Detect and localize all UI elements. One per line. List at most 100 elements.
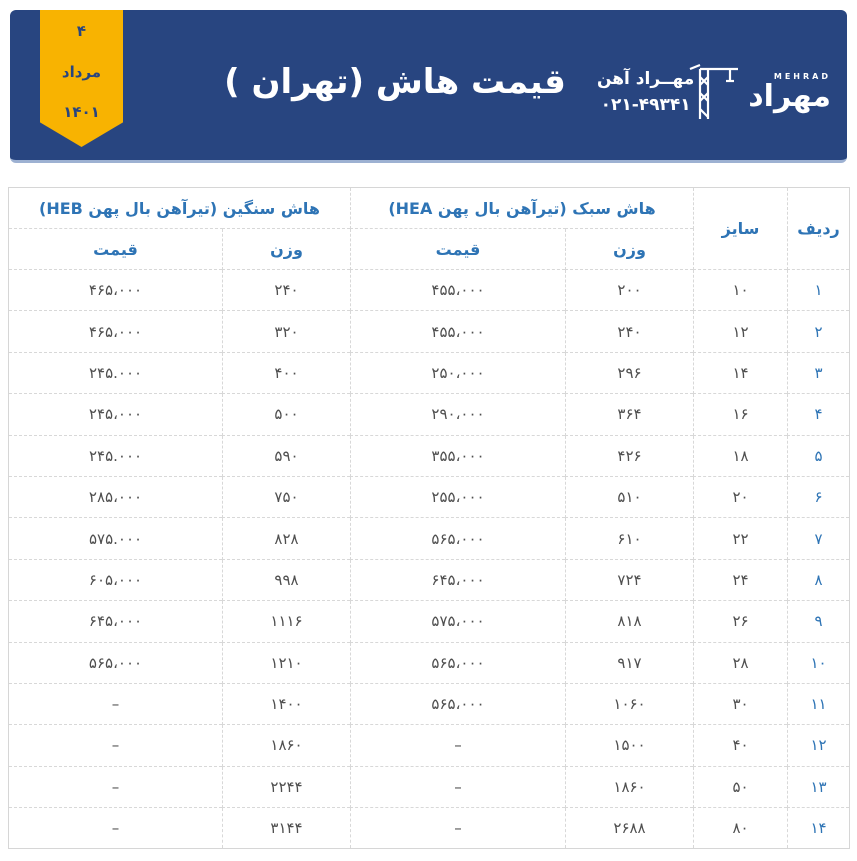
brand-name-en: MEHRAD [773, 71, 831, 81]
table-row: ۶ ۲۰ ۵۱۰ ۲۵۵،۰۰۰ ۷۵۰ ۲۸۵،۰۰۰ [7, 475, 851, 519]
cell-hea-weight: ۳۶۴ [565, 393, 695, 436]
cell-size: ۲۴ [693, 558, 789, 602]
cell-hea-weight: ۲۰۰ [565, 268, 695, 312]
col-header-radif: ردیف [787, 187, 851, 270]
price-table-body: ۱ ۱۰ ۲۰۰ ۴۵۵،۰۰۰ ۲۴۰ ۴۶۵،۰۰۰ ۲ ۱۲ ۲۴۰ ۴۵۵،۰۰۰ ۳۲۰ ۴… [7, 268, 851, 850]
cell-hea-weight: ۱۰۶۰ [565, 682, 695, 726]
cell-radif: ۸ [787, 558, 851, 602]
cell-hea-weight: ۱۸۶۰ [565, 765, 695, 809]
cell-heb-price: ۶۰۵،۰۰۰ [7, 558, 224, 602]
cell-heb-weight: ۲۴۰ [222, 268, 352, 312]
cell-heb-price: ۲۴۵،۰۰۰ [7, 393, 224, 436]
cell-heb-price: ۵۶۵،۰۰۰ [7, 641, 224, 684]
cell-hea-weight: ۹۱۷ [565, 641, 695, 684]
header-row-groups: ردیف سایز هاش سبک (تیرآهن بال پهن HEA) ه… [7, 187, 851, 270]
price-table: ردیف سایز هاش سبک (تیرآهن بال پهن HEA) ه… [7, 187, 851, 850]
cell-hea-price: ۶۴۵،۰۰۰ [350, 558, 567, 602]
cell-size: ۲۸ [693, 641, 789, 684]
cell-heb-price: ۲۴۵.۰۰۰ [7, 434, 224, 477]
table-row: ۱۳ ۵۰ ۱۸۶۰–۲۲۴۴– [7, 765, 851, 809]
cell-radif: ۷ [787, 517, 851, 560]
cell-hea-weight: ۵۱۰ [565, 475, 695, 519]
cell-heb-price: ۴۶۵،۰۰۰ [7, 268, 224, 312]
brand-text-block: مهــراد آهن ۰۲۱-۴۹۳۴۱ [597, 69, 694, 115]
table-row: ۳ ۱۴ ۲۹۶ ۲۵۰،۰۰۰ ۴۰۰ ۲۴۵.۰۰۰ [7, 351, 851, 395]
col-header-size: سایز [693, 187, 789, 270]
cell-radif: ۵ [787, 434, 851, 477]
table-row: ۸ ۲۴ ۷۲۴ ۶۴۵،۰۰۰ ۹۹۸ ۶۰۵،۰۰۰ [7, 558, 851, 602]
cell-radif: ۴ [787, 393, 851, 436]
cell-hea-price: – [350, 807, 567, 850]
cell-hea-weight: ۲۴۰ [565, 310, 695, 353]
ribbon-day: ۴ [76, 22, 87, 40]
cell-hea-weight: ۸۱۸ [565, 600, 695, 643]
cell-hea-price: – [350, 724, 567, 767]
table-row: ۱۰ ۲۸ ۹۱۷ ۵۶۵،۰۰۰ ۱۲۱۰ ۵۶۵،۰۰۰ [7, 641, 851, 684]
cell-radif: ۱۰ [787, 641, 851, 684]
cell-radif: ۶ [787, 475, 851, 519]
header-banner: ۴ مرداد ۱۴۰۱ قیمت هاش (تهران ) MEHRAD مه… [10, 10, 847, 163]
ribbon-month: مرداد [61, 62, 102, 81]
table-row: ۴ ۱۶ ۳۶۴ ۲۹۰،۰۰۰ ۵۰۰ ۲۴۵،۰۰۰ [7, 393, 851, 436]
col-header-heb-price: قیمت [7, 228, 224, 270]
table-row: ۱۴ ۸۰ ۲۶۸۸–۳۱۴۴– [7, 807, 851, 850]
cell-hea-price: – [350, 765, 567, 809]
brand-logo: MEHRAD مهراد مهــراد آهن ۰۲۱-۴۹۳۴۱ [597, 52, 831, 132]
crane-icon [689, 63, 739, 119]
cell-hea-weight: ۷۲۴ [565, 558, 695, 602]
price-table-head: ردیف سایز هاش سبک (تیرآهن بال پهن HEA) ه… [7, 187, 851, 270]
cell-size: ۸۰ [693, 807, 789, 850]
cell-hea-weight: ۱۵۰۰ [565, 724, 695, 767]
cell-hea-weight: ۶۱۰ [565, 517, 695, 560]
cell-size: ۱۲ [693, 310, 789, 353]
cell-size: ۳۰ [693, 682, 789, 726]
cell-heb-weight: ۵۰۰ [222, 393, 352, 436]
cell-radif: ۲ [787, 310, 851, 353]
cell-hea-price: ۵۶۵،۰۰۰ [350, 641, 567, 684]
table-row: ۱۱ ۳۰ ۱۰۶۰ ۵۶۵،۰۰۰ ۱۴۰۰– [7, 682, 851, 726]
col-header-heb-weight: وزن [222, 228, 352, 270]
cell-heb-weight: ۱۸۶۰ [222, 724, 352, 767]
cell-hea-price: ۵۶۵،۰۰۰ [350, 517, 567, 560]
brand-phone: ۰۲۱-۴۹۳۴۱ [600, 95, 691, 115]
cell-heb-weight: ۱۱۱۶ [222, 600, 352, 643]
cell-radif: ۱۴ [787, 807, 851, 850]
cell-heb-price: ۲۴۵.۰۰۰ [7, 351, 224, 395]
cell-radif: ۹ [787, 600, 851, 643]
cell-heb-weight: ۲۲۴۴ [222, 765, 352, 809]
ribbon-year: ۱۴۰۱ [63, 103, 100, 121]
cell-hea-price: ۲۵۰،۰۰۰ [350, 351, 567, 395]
col-header-hea-weight: وزن [565, 228, 695, 270]
cell-heb-price: – [7, 765, 224, 809]
group-header-hea: هاش سبک (تیرآهن بال پهن HEA) [350, 187, 695, 229]
cell-radif: ۳ [787, 351, 851, 395]
cell-heb-price: – [7, 682, 224, 726]
cell-hea-price: ۲۹۰،۰۰۰ [350, 393, 567, 436]
cell-heb-weight: ۳۱۴۴ [222, 807, 352, 850]
cell-size: ۵۰ [693, 765, 789, 809]
cell-radif: ۱ [787, 268, 851, 312]
cell-heb-weight: ۵۹۰ [222, 434, 352, 477]
cell-hea-price: ۲۵۵،۰۰۰ [350, 475, 567, 519]
cell-heb-weight: ۴۰۰ [222, 351, 352, 395]
cell-heb-price: ۶۴۵،۰۰۰ [7, 600, 224, 643]
cell-heb-weight: ۱۲۱۰ [222, 641, 352, 684]
cell-radif: ۱۲ [787, 724, 851, 767]
cell-hea-price: ۴۵۵،۰۰۰ [350, 268, 567, 312]
brand-name-fa: مهــراد آهن [596, 69, 695, 89]
cell-heb-price: ۵۷۵.۰۰۰ [7, 517, 224, 560]
cell-heb-price: ۲۸۵،۰۰۰ [7, 475, 224, 519]
table-row: ۲ ۱۲ ۲۴۰ ۴۵۵،۰۰۰ ۳۲۰ ۴۶۵،۰۰۰ [7, 310, 851, 353]
table-row: ۵ ۱۸ ۴۲۶ ۳۵۵،۰۰۰ ۵۹۰ ۲۴۵.۰۰۰ [7, 434, 851, 477]
cell-size: ۱۴ [693, 351, 789, 395]
cell-heb-price: – [7, 807, 224, 850]
cell-heb-weight: ۹۹۸ [222, 558, 352, 602]
cell-hea-weight: ۲۹۶ [565, 351, 695, 395]
cell-hea-price: ۵۶۵،۰۰۰ [350, 682, 567, 726]
cell-heb-weight: ۳۲۰ [222, 310, 352, 353]
cell-radif: ۱۳ [787, 765, 851, 809]
cell-size: ۲۶ [693, 600, 789, 643]
table-row: ۷ ۲۲ ۶۱۰ ۵۶۵،۰۰۰ ۸۲۸ ۵۷۵.۰۰۰ [7, 517, 851, 560]
brand-wordmark: MEHRAD مهراد [748, 72, 831, 113]
cell-hea-price: ۵۷۵،۰۰۰ [350, 600, 567, 643]
